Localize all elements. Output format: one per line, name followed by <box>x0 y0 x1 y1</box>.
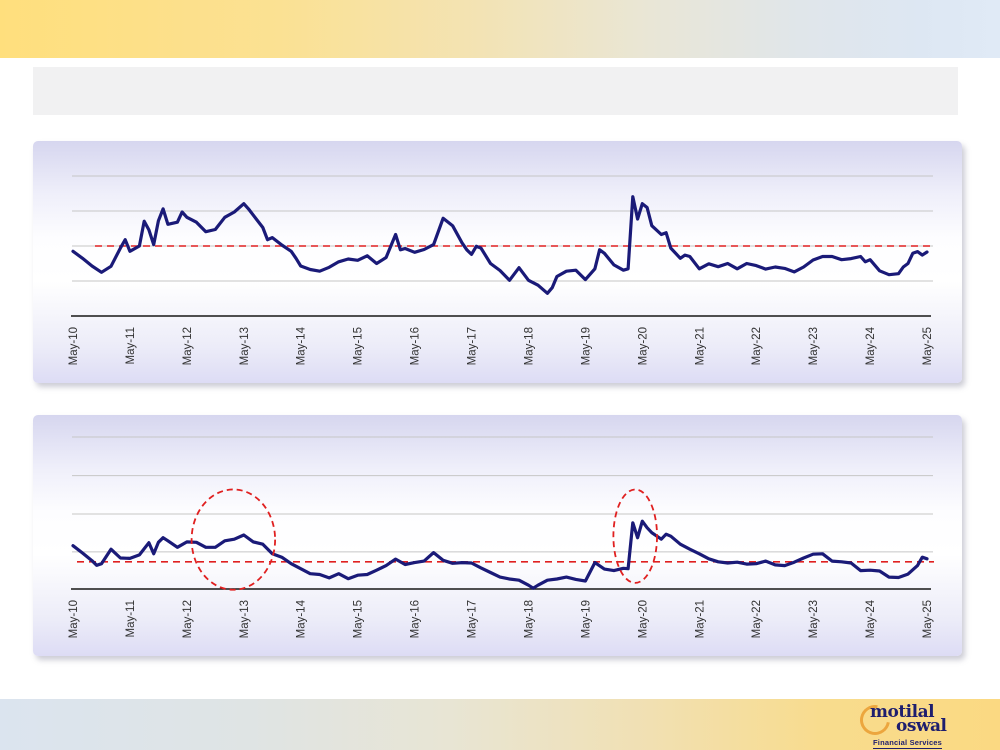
svg-text:May-10: May-10 <box>68 327 80 365</box>
svg-text:May-14: May-14 <box>296 599 308 638</box>
footer-band: motilal oswal Financial Services <box>0 699 1000 750</box>
svg-text:May-12: May-12 <box>182 600 194 638</box>
chart-1-line-chart: May-10 May-11 May-12 May-13 May-14 May-15 May-… <box>68 175 934 365</box>
svg-text:May-14: May-14 <box>296 326 308 365</box>
svg-text:May-23: May-23 <box>808 600 820 638</box>
svg-text:May-16: May-16 <box>410 600 422 638</box>
title-placeholder <box>33 67 958 115</box>
svg-text:May-24: May-24 <box>865 599 877 638</box>
svg-text:May-21: May-21 <box>694 600 706 638</box>
svg-text:May-11: May-11 <box>125 600 137 638</box>
svg-text:May-13: May-13 <box>239 600 251 638</box>
svg-text:May-17: May-17 <box>467 600 479 638</box>
svg-text:May-20: May-20 <box>637 600 649 638</box>
logo-word-motilal: motilal <box>870 702 935 722</box>
svg-text:May-17: May-17 <box>467 327 479 365</box>
svg-text:May-24: May-24 <box>865 326 877 365</box>
chart-panel-1: May-10 May-11 May-12 May-13 May-14 May-15 May-… <box>33 141 962 383</box>
chart-panel-2: May-10 May-11 May-12 May-13 May-14 May-15 May-… <box>33 415 962 656</box>
svg-text:May-25: May-25 <box>922 600 934 638</box>
svg-text:May-20: May-20 <box>637 327 649 365</box>
svg-text:May-22: May-22 <box>751 327 763 365</box>
svg-text:May-16: May-16 <box>410 327 422 365</box>
motilal-oswal-logo: motilal oswal Financial Services <box>854 699 974 749</box>
logo-word-oswal: oswal <box>896 716 947 736</box>
svg-text:May-11: May-11 <box>125 327 137 365</box>
svg-text:May-13: May-13 <box>239 327 251 365</box>
svg-text:May-15: May-15 <box>353 600 365 638</box>
svg-text:May-15: May-15 <box>353 327 365 365</box>
svg-text:May-12: May-12 <box>182 327 194 365</box>
chart-2-line-chart: May-10 May-11 May-12 May-13 May-14 May-15 May-… <box>68 436 934 638</box>
svg-text:May-18: May-18 <box>523 327 535 365</box>
svg-text:May-21: May-21 <box>694 327 706 365</box>
logo-tagline: Financial Services <box>873 738 943 749</box>
svg-text:May-19: May-19 <box>580 327 592 365</box>
header-band <box>0 0 1000 58</box>
svg-text:May-22: May-22 <box>751 600 763 638</box>
svg-text:May-10: May-10 <box>68 600 80 638</box>
svg-text:May-19: May-19 <box>580 600 592 638</box>
svg-text:May-25: May-25 <box>922 327 934 365</box>
svg-text:May-23: May-23 <box>808 327 820 365</box>
svg-text:May-18: May-18 <box>523 600 535 638</box>
